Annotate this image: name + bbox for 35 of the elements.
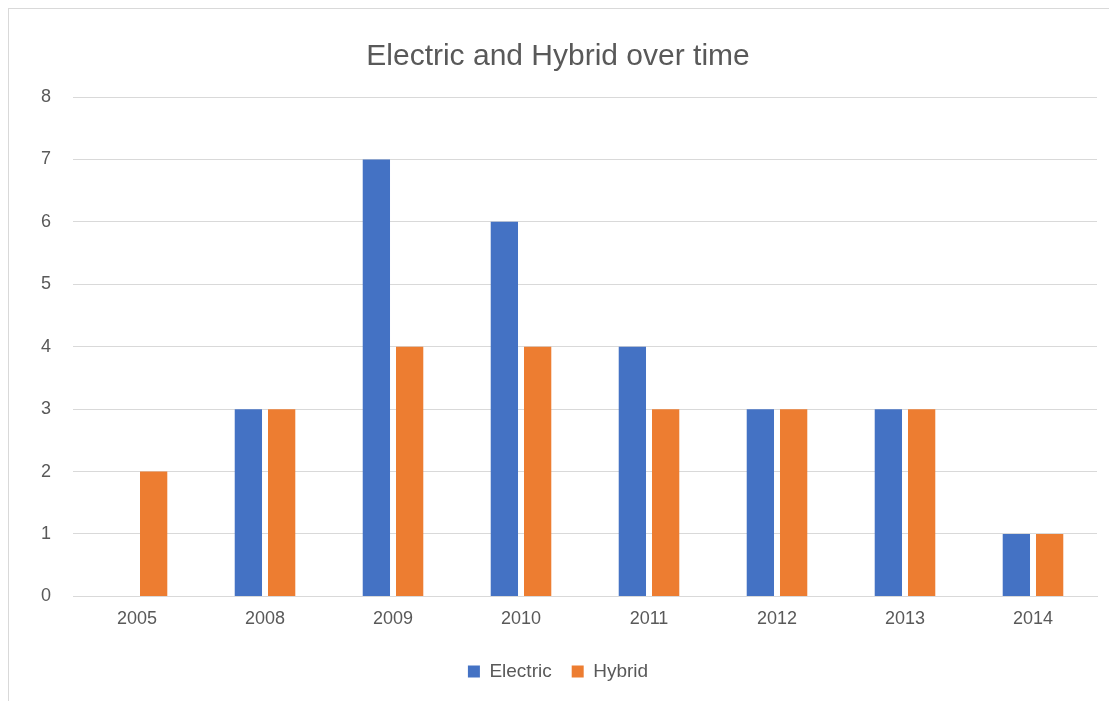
x-tick-label: 2008 bbox=[244, 608, 286, 629]
bar bbox=[908, 409, 936, 596]
chart-title: Electric and Hybrid over time bbox=[366, 38, 750, 72]
x-tick-label: 2014 bbox=[1012, 608, 1054, 629]
y-tick-label: 5 bbox=[41, 273, 52, 294]
bar bbox=[234, 409, 263, 596]
y-tick-label: 0 bbox=[41, 585, 52, 606]
x-tick-label: 2010 bbox=[500, 608, 542, 629]
bar bbox=[780, 409, 808, 596]
bar bbox=[874, 409, 903, 596]
y-tick-label: 7 bbox=[41, 148, 52, 169]
legend-label: Electric bbox=[489, 659, 552, 681]
x-tick-label: 2011 bbox=[629, 608, 669, 629]
bar bbox=[1002, 533, 1031, 596]
y-tick-label: 1 bbox=[41, 522, 52, 543]
bar bbox=[1036, 533, 1064, 596]
bar bbox=[746, 409, 775, 596]
legend-label: Hybrid bbox=[593, 659, 649, 681]
y-tick-label: 4 bbox=[41, 335, 52, 356]
y-tick-label: 6 bbox=[41, 210, 52, 231]
x-tick-label: 2012 bbox=[756, 608, 798, 629]
bar bbox=[396, 346, 424, 596]
bar bbox=[490, 221, 519, 596]
y-tick-label: 8 bbox=[41, 85, 52, 106]
bar bbox=[524, 346, 552, 596]
bar bbox=[268, 409, 296, 596]
bar bbox=[140, 471, 168, 596]
y-tick-label: 3 bbox=[41, 398, 52, 419]
x-tick-label: 2005 bbox=[116, 608, 158, 629]
bar bbox=[652, 409, 680, 596]
bar bbox=[362, 159, 391, 596]
x-tick-label: 2009 bbox=[372, 608, 414, 629]
x-tick-label: 2013 bbox=[884, 608, 926, 629]
bar bbox=[618, 346, 647, 596]
y-tick-label: 2 bbox=[41, 460, 52, 481]
